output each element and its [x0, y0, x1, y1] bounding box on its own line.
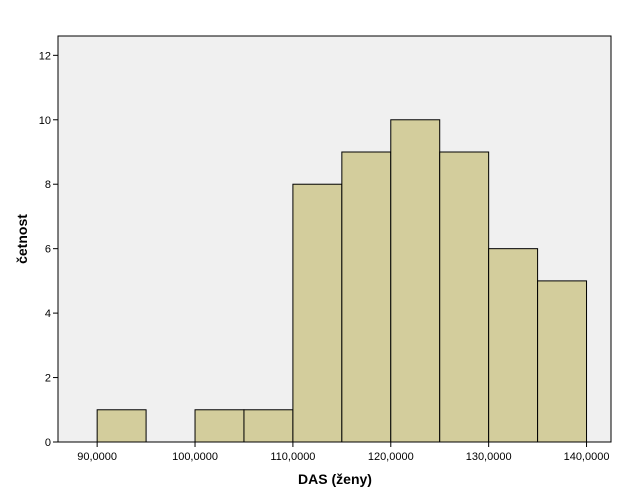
histogram-bar — [96, 409, 147, 443]
x-tick-label: 110,0000 — [270, 451, 315, 463]
histogram-bar — [488, 248, 539, 443]
histogram-bar — [390, 119, 441, 443]
y-tick-label: 2 — [45, 373, 51, 385]
histogram-bars — [96, 119, 588, 443]
y-tick-label: 0 — [45, 437, 51, 449]
histogram-bar — [243, 409, 294, 443]
y-tick-label: 8 — [45, 179, 51, 191]
x-tick-label: 130,0000 — [466, 451, 512, 463]
y-tick-label: 10 — [39, 115, 51, 127]
x-axis: 90,0000 100,0000 110,0000 120,0000 130,0000 1… — [77, 442, 609, 463]
x-tick-label: 120,0000 — [368, 451, 414, 463]
y-tick-label: 6 — [45, 244, 51, 256]
histogram-bar — [292, 183, 343, 443]
histogram-bar — [194, 409, 245, 443]
x-tick-label: 100,0000 — [172, 451, 218, 463]
histogram-bar — [439, 151, 490, 443]
x-tick-label: 140,0000 — [564, 451, 610, 463]
y-axis: 0 2 4 6 8 10 12 — [39, 50, 58, 449]
histogram-bar — [341, 151, 392, 443]
y-axis-title: četnost — [14, 214, 30, 264]
x-axis-title: DAS (ženy) — [298, 471, 372, 487]
histogram-bar — [537, 280, 588, 443]
x-tick-label: 90,0000 — [77, 451, 117, 463]
y-tick-label: 4 — [45, 308, 51, 320]
y-tick-label: 12 — [39, 50, 51, 62]
